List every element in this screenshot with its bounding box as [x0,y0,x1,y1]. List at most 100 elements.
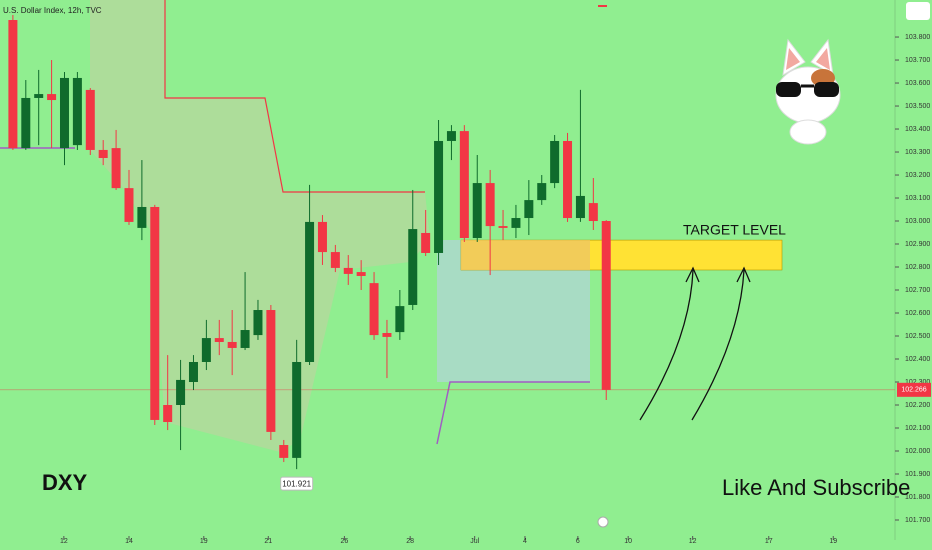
y-tick-label: 102.300 [905,379,930,386]
y-tick-label: 102.200 [905,402,930,409]
last-price-tag [897,382,931,397]
candle-body [524,200,534,219]
arrow [691,269,745,421]
candle-body [150,206,160,420]
candle-body [111,148,121,189]
candle-body [227,341,237,348]
candle-body [369,283,379,336]
candle-body [588,203,598,222]
annotation: TARGET LEVEL [683,222,786,238]
symbol-label: DXY [42,470,88,495]
candle-body [72,77,82,146]
candle-body [137,206,147,228]
low-label-box [280,476,314,491]
last-price-label: 102.266 [901,387,926,394]
y-tick-label: 103.300 [905,149,930,156]
y-tick-label: 101.800 [905,494,930,501]
candle-body [563,140,573,219]
y-tick-label: 103.500 [905,103,930,110]
x-tick-label: 28 [406,538,414,545]
low-label: 101.921 [282,479,311,488]
candle-body [59,77,69,149]
x-tick-label: 19 [829,538,837,545]
x-tick-label: 14 [125,538,133,545]
y-tick-label: 102.000 [905,448,930,455]
y-tick-label: 102.600 [905,310,930,317]
x-tick-label: 12 [60,538,68,545]
candle-body [601,221,611,390]
candle-body [98,149,108,158]
candle-body [537,183,547,201]
x-tick-label: 4 [523,538,527,545]
candle-body [201,338,211,362]
candle-body [446,131,456,141]
candle-body [163,405,173,423]
candle-body [266,310,276,432]
candle-body [34,94,44,98]
x-tick-label: 21 [264,538,272,545]
x-tick-label: 17 [765,538,773,545]
marker [598,5,607,7]
y-tick-label: 102.500 [905,333,930,340]
candle-body [188,361,198,383]
x-tick-label: 6 [576,538,580,545]
candle-body [408,229,418,305]
candle-body [21,97,31,149]
candle-body [395,306,405,333]
y-tick-label: 101.900 [905,471,930,478]
y-tick-label: 102.100 [905,425,930,432]
trend-fill [90,0,430,452]
candle-body [214,338,224,342]
candle-body [575,195,585,219]
y-tick-label: 102.700 [905,287,930,294]
x-tick-label: 19 [200,538,208,545]
plot: 101.700 101.800 101.900 102.000 102.100 102.2… [0,14,930,545]
x-tick-label: Jul [470,538,479,545]
arrow-head [685,266,700,283]
arrow [639,269,694,421]
cat-sticker [775,38,841,145]
candle-body [317,221,327,253]
candle-body [85,89,95,150]
candle-body [279,445,289,458]
candle-body [421,232,431,253]
candle-body [240,330,250,348]
y-tick-label: 102.800 [905,264,930,271]
candle-body [47,94,57,101]
y-tick-label: 103.200 [905,172,930,179]
y-tick-label: 101.700 [905,517,930,524]
candle-body [305,221,315,362]
candle-body [485,183,495,227]
candle-body [292,361,302,458]
y-tick-label: 102.900 [905,241,930,248]
candle-body [343,267,353,274]
candle-body [511,218,521,228]
candle-body [382,333,392,337]
x-tick-label: 26 [340,538,348,545]
candle-body [550,140,560,184]
candle-body [253,310,263,336]
y-tick-label: 103.400 [905,126,930,133]
candle-body [330,252,340,268]
y-tick-label: 103.100 [905,195,930,202]
event-icon [597,516,609,528]
candle-body [8,20,18,149]
purple-line [436,381,590,445]
target-zone-overlap [461,240,590,270]
y-tick-label: 103.700 [905,57,930,64]
candle-body [498,226,508,228]
x-tick-label: 12 [689,538,697,545]
candle-body [459,131,469,239]
button[interactable] [906,2,930,20]
footer-text: Like And Subscribe [722,475,910,500]
candle-body [356,272,366,276]
y-tick-label: 103.000 [905,218,930,225]
y-tick-label: 103.800 [905,34,930,41]
candle-body [176,379,186,405]
candle-body [472,183,482,239]
y-tick-label: 103.600 [905,80,930,87]
candle-body [124,188,134,222]
y-tick-label: 102.400 [905,356,930,363]
arrow-head [736,266,751,283]
